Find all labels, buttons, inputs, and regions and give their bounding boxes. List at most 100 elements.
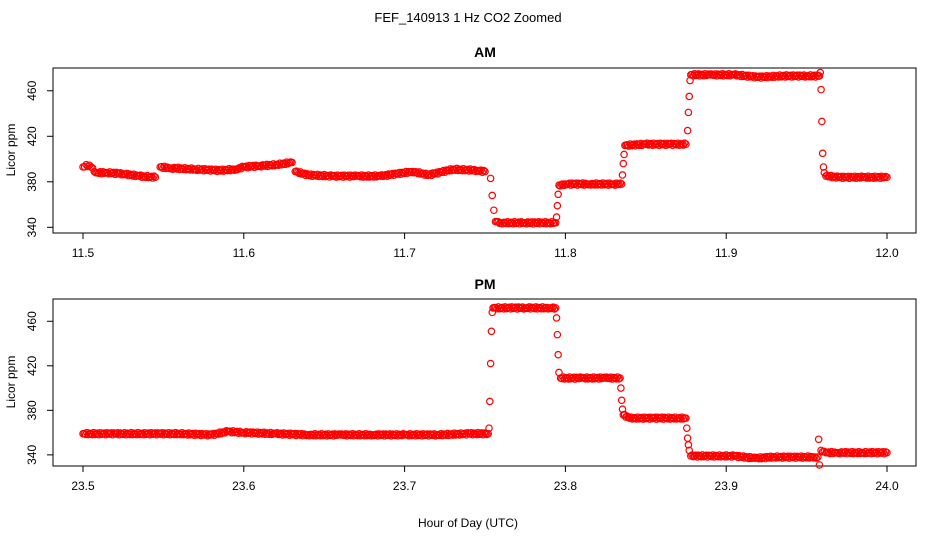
data-point: [812, 454, 821, 462]
data-point: [879, 448, 887, 456]
data-point: [439, 166, 448, 175]
panel-am-xtick-label: 12.0: [875, 246, 899, 260]
data-point: [553, 330, 562, 339]
data-point: [684, 441, 693, 449]
panel-am-yaxis: 340 380 420 460: [25, 80, 53, 237]
panel-am-points: [79, 68, 891, 228]
panel-pm-ytick-label: 460: [25, 311, 39, 331]
data-point: [819, 163, 828, 171]
data-point: [288, 158, 296, 167]
data-point: [486, 174, 495, 183]
panel-pm-ytick-label: 420: [25, 355, 39, 375]
panel-am-xtick-label: 11.5: [72, 246, 95, 260]
data-point: [479, 166, 488, 175]
data-point: [682, 414, 690, 422]
panel-pm-xtick-label: 24.0: [875, 479, 899, 493]
data-point: [546, 219, 555, 228]
data-point: [684, 108, 693, 117]
panel-pm-xaxis: 23.5 23.6 23.7 23.8 23.9 24.0: [71, 466, 899, 493]
data-point: [551, 218, 560, 227]
data-point: [815, 461, 824, 469]
panel-am-xtick-label: 11.6: [233, 246, 256, 260]
data-point: [617, 396, 626, 405]
panel-pm-xtick-label: 23.9: [715, 479, 739, 493]
data-point: [824, 448, 833, 456]
data-point: [815, 72, 824, 80]
panel-pm-xtick-label: 23.6: [232, 479, 256, 493]
data-point: [550, 305, 559, 313]
figure-xlabel: Hour of Day (UTC): [418, 516, 518, 530]
data-point: [816, 68, 825, 77]
data-point: [147, 172, 156, 181]
data-point: [883, 173, 891, 182]
panel-am: AM Licor ppm 11.5 11.6 11.7 11.8 11.9 12.0 34…: [4, 44, 917, 260]
data-point: [612, 374, 620, 383]
data-point: [94, 169, 103, 177]
panel-pm-title: PM: [475, 276, 496, 292]
data-point: [682, 424, 691, 432]
data-point: [676, 415, 685, 423]
data-point: [817, 85, 825, 94]
panel-pm-points: [79, 303, 891, 469]
data-point: [622, 413, 630, 421]
data-point: [487, 327, 496, 336]
data-point: [490, 206, 498, 215]
panel-pm-ytick-label: 340: [25, 445, 39, 465]
data-point: [150, 172, 158, 180]
data-point: [620, 150, 628, 159]
panel-am-frame: [52, 67, 917, 234]
panel-am-xtick-label: 11.9: [715, 246, 738, 260]
panel-am-ytick-label: 420: [25, 126, 39, 146]
data-point: [96, 168, 104, 176]
data-point: [481, 167, 489, 176]
data-point: [486, 359, 495, 368]
data-point: [883, 448, 891, 457]
panel-am-xtick-label: 11.8: [554, 246, 577, 260]
data-point: [552, 213, 561, 221]
data-point: [229, 165, 237, 173]
data-point: [553, 201, 562, 210]
data-point: [157, 162, 166, 171]
data-point: [554, 350, 562, 359]
data-point: [162, 164, 170, 173]
data-point: [552, 314, 561, 322]
panel-am-ytick-label: 460: [25, 80, 39, 100]
data-point: [616, 179, 625, 188]
data-point: [880, 173, 889, 182]
data-point: [619, 159, 628, 168]
data-point: [810, 71, 819, 80]
data-point: [618, 171, 627, 179]
panel-am-title: AM: [474, 44, 496, 60]
data-point: [151, 173, 160, 182]
data-point: [554, 190, 562, 199]
panel-pm-xtick-label: 23.8: [554, 479, 578, 493]
panel-pm-frame: [52, 298, 917, 467]
data-point: [683, 126, 692, 135]
data-point: [616, 374, 624, 382]
data-point: [814, 453, 822, 461]
data-point: [414, 169, 422, 178]
figure-title: FEF_140913 1 Hz CO2 Zoomed: [374, 10, 561, 25]
panel-pm-ylabel: Licor ppm: [4, 356, 18, 409]
panel-am-ytick-label: 380: [25, 171, 39, 191]
data-point: [551, 304, 560, 312]
panel-pm-yaxis: 340 380 420 460: [25, 311, 53, 465]
panel-am-xaxis: 11.5 11.6 11.7 11.8 11.9 12.0: [72, 233, 899, 260]
data-point: [617, 384, 625, 392]
data-point: [683, 434, 692, 442]
data-point: [682, 140, 690, 149]
data-point: [477, 166, 485, 174]
data-point: [680, 139, 689, 148]
data-point: [486, 397, 494, 406]
data-point: [159, 164, 167, 172]
data-point: [685, 92, 694, 101]
data-point: [615, 180, 623, 189]
panel-am-ytick-label: 340: [25, 217, 39, 237]
data-point: [818, 149, 827, 158]
panel-am-xtick-label: 11.7: [393, 246, 416, 260]
data-point: [814, 435, 823, 444]
panel-pm: PM Licor ppm 23.5 23.6 23.7 23.8 23.9 24.0 34…: [4, 276, 917, 493]
data-point: [488, 191, 497, 200]
data-point: [818, 117, 826, 126]
